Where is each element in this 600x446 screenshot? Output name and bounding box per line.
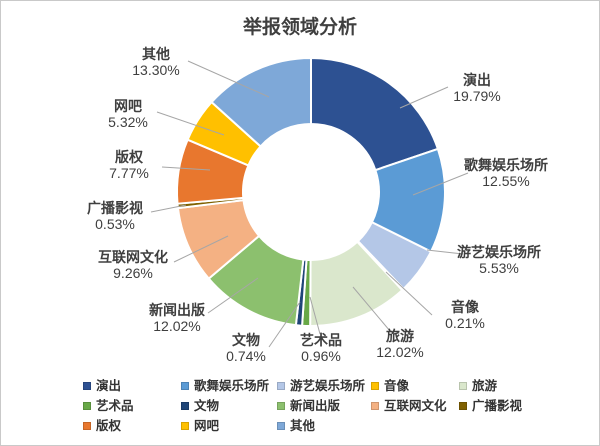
- legend-label: 广播影视: [472, 399, 523, 413]
- legend-item-11: 网吧: [181, 419, 219, 433]
- donut-slice-0: [310, 56, 440, 172]
- leader-line-2: [426, 249, 464, 255]
- legend-swatch: [459, 402, 467, 410]
- legend-label: 文物: [194, 399, 220, 413]
- leader-line-0: [399, 86, 449, 109]
- leader-line-3: [385, 271, 433, 316]
- legend-label: 艺术品: [96, 399, 134, 413]
- legend-swatch: [181, 422, 189, 430]
- legend-label: 游艺娱乐场所: [290, 379, 366, 393]
- legend-swatch: [181, 402, 189, 410]
- leader-line-10: [161, 166, 211, 171]
- legend-swatch: [181, 382, 189, 390]
- legend-swatch: [277, 382, 285, 390]
- legend-swatch: [371, 382, 379, 390]
- leader-line-4: [352, 286, 391, 332]
- legend-swatch: [83, 422, 91, 430]
- legend-swatch: [83, 402, 91, 410]
- legend-item-6: 文物: [181, 399, 219, 413]
- legend-swatch: [371, 402, 379, 410]
- leader-line-9: [150, 204, 187, 213]
- legend-label: 版权: [96, 419, 122, 433]
- leader-line-1: [412, 172, 469, 196]
- legend-label: 演出: [96, 379, 122, 393]
- legend-item-2: 游艺娱乐场所: [277, 379, 365, 393]
- leader-line-12: [187, 60, 270, 98]
- legend-label: 互联网文化: [384, 399, 447, 413]
- legend-swatch: [277, 402, 285, 410]
- legend-item-10: 版权: [83, 419, 121, 433]
- legend-label: 新闻出版: [290, 399, 341, 413]
- legend-label: 其他: [290, 419, 316, 433]
- legend-item-9: 广播影视: [459, 399, 522, 413]
- legend-item-7: 新闻出版: [277, 399, 340, 413]
- leader-line-8: [173, 235, 229, 263]
- legend-label: 旅游: [472, 379, 498, 393]
- legend-label: 音像: [384, 379, 410, 393]
- leader-line-6: [268, 301, 301, 348]
- legend-item-5: 艺术品: [83, 399, 134, 413]
- legend-item-8: 互联网文化: [371, 399, 447, 413]
- legend-item-1: 歌舞娱乐场所: [181, 379, 269, 393]
- legend-swatch: [459, 382, 467, 390]
- legend-swatch: [277, 422, 285, 430]
- donut-slice-12: [210, 56, 312, 148]
- legend-item-0: 演出: [83, 379, 121, 393]
- legend-item-12: 其他: [277, 419, 315, 433]
- legend-swatch: [83, 382, 91, 390]
- chart-title: 举报领域分析: [242, 17, 357, 38]
- leader-line-7: [207, 277, 259, 314]
- legend-item-3: 音像: [371, 379, 409, 393]
- legend-label: 网吧: [194, 419, 220, 433]
- legend-item-4: 旅游: [459, 379, 497, 393]
- leader-line-5: [309, 296, 321, 335]
- leader-line-11: [156, 111, 225, 136]
- legend-label: 歌舞娱乐场所: [194, 379, 270, 393]
